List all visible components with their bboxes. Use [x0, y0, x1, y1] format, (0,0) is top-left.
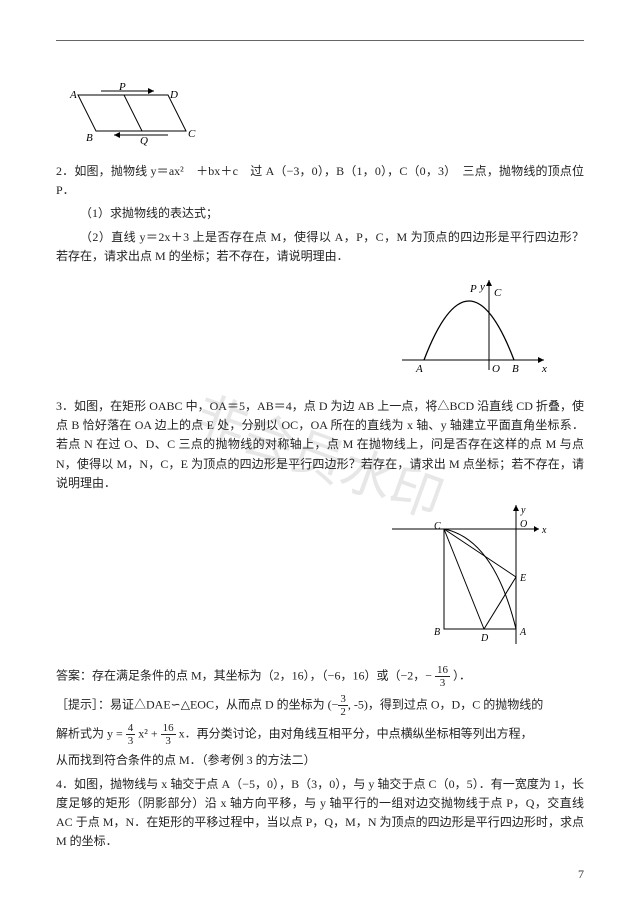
svg-text:P: P — [118, 81, 126, 93]
top-rule — [56, 40, 584, 41]
svg-text:C: C — [494, 287, 502, 299]
answer-line: 答案：存在满足条件的点 M，其坐标为（2，16），（−6，16）或（−2，− 1… — [56, 664, 584, 689]
hint-line1: ［提示］：易证△DAE∽△EOC，从而点 D 的坐标为 (−32, -5)，得到… — [56, 693, 584, 718]
svg-text:y: y — [520, 505, 526, 516]
svg-text:x: x — [541, 363, 547, 375]
svg-text:P: P — [469, 283, 477, 295]
hint-lead: ［提示］：易证△DAE∽△EOC，从而点 D 的坐标为 (− — [56, 697, 338, 711]
svg-text:B: B — [434, 627, 440, 638]
svg-text:A: A — [519, 627, 527, 638]
hint-line2: 解析式为 y = 43 x² + 163 x．再分类讨论，由对角线互相平分，中点… — [56, 722, 584, 747]
svg-text:C: C — [188, 128, 196, 140]
svg-text:A: A — [415, 363, 423, 375]
q3-body: 3．如图，在矩形 OABC 中，OA＝5，AB＝4，点 D 为边 AB 上一点，… — [56, 397, 584, 493]
svg-text:Q: Q — [140, 135, 148, 147]
hint2-mid2: x．再分类讨论，由对角线互相平分，中点横纵坐标相等列出方程， — [176, 727, 533, 741]
hint2-f1: 43 — [126, 722, 136, 747]
hint-mid: , -5)，得到过点 O，D，C 的抛物线的 — [348, 697, 543, 711]
svg-text:D: D — [480, 633, 489, 644]
figure-3-rectangle: y x O C B A D E — [56, 499, 584, 654]
q2-intro: 2．如图，抛物线 y＝ax² ＋bx＋c 过 A（−3，0），B（1，0），C（… — [56, 162, 584, 200]
svg-text:C: C — [434, 521, 441, 532]
svg-text:B: B — [86, 132, 93, 144]
svg-text:E: E — [519, 573, 526, 584]
ans-frac: 163 — [435, 664, 450, 689]
hint2-mid1: x² + — [135, 727, 160, 741]
svg-text:D: D — [169, 89, 178, 101]
q2-part1: （1）求抛物线的表达式； — [56, 204, 584, 223]
figure-1-parallelogram: A D B C P Q — [56, 81, 584, 152]
hint2-lead: 解析式为 y = — [56, 727, 126, 741]
hint-frac1: 32 — [338, 693, 348, 718]
svg-text:O: O — [492, 363, 500, 375]
ans-tail: ）． — [453, 668, 471, 682]
figure-2-parabola: A O B x P y C — [56, 272, 584, 387]
ans-lead: 答案：存在满足条件的点 M，其坐标为（2，16），（−6，16）或（−2，− — [56, 668, 432, 682]
svg-text:A: A — [69, 89, 77, 101]
svg-text:x: x — [541, 525, 547, 536]
q4-body: 4．如图，抛物线与 x 轴交于点 A（−5，0），B（3，0），与 y 轴交于点… — [56, 775, 584, 852]
svg-text:y: y — [479, 281, 485, 293]
hint-line3: 从而找到符合条件的点 M．（参考例 3 的方法二） — [56, 751, 584, 770]
q2-part2: （2）直线 y＝2x＋3 上是否存在点 M，使得以 A，P，C，M 为顶点的四边… — [56, 228, 584, 266]
page-number: 7 — [578, 867, 584, 882]
svg-text:O: O — [520, 519, 527, 530]
svg-text:B: B — [512, 363, 519, 375]
hint2-f2: 163 — [161, 722, 176, 747]
